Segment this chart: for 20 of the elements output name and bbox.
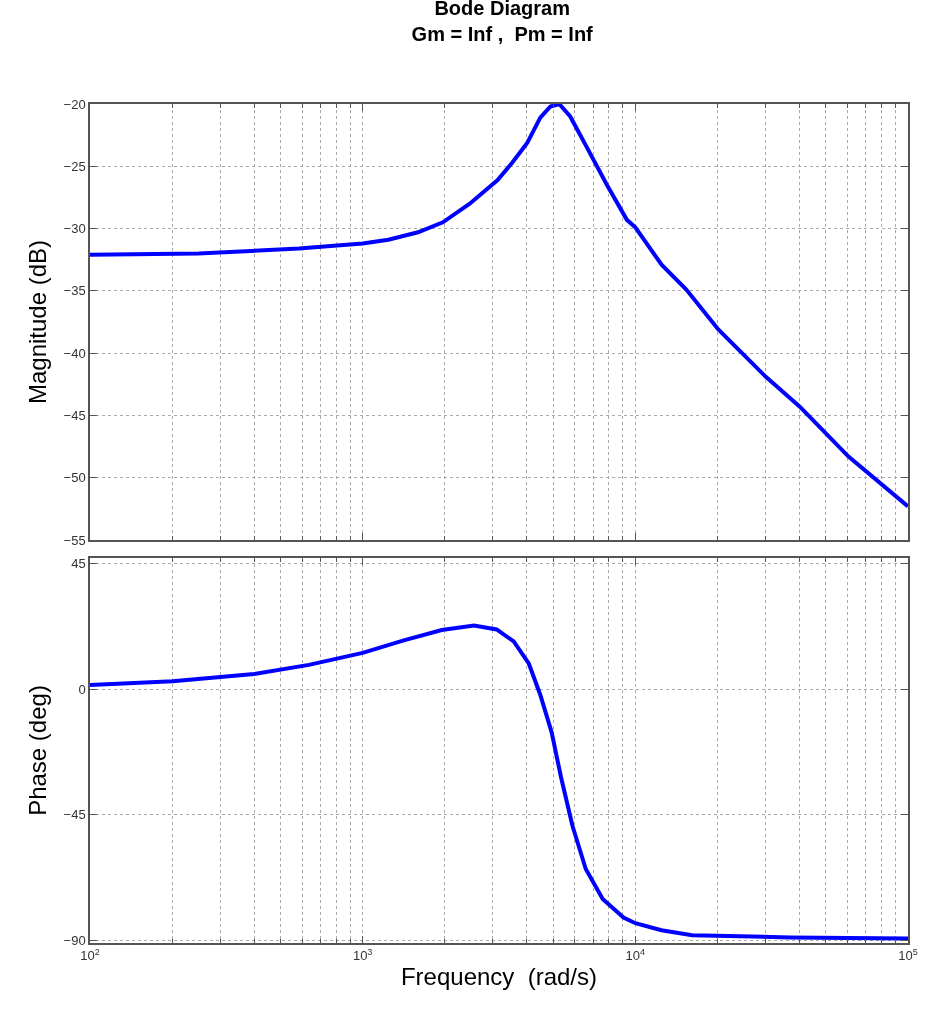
y-tick-label: −30 — [63, 221, 86, 237]
y-tick-label: −90 — [63, 932, 86, 948]
x-tick-label: 10$^{4}$ — [625, 946, 646, 964]
x-axis-title: Frequency (rad/s) — [400, 963, 598, 991]
chart-title: Bode Diagram Gm = Inf , Pm = Inf — [411, 0, 594, 46]
y-tick-label: −35 — [63, 283, 86, 299]
y-tick-label: −40 — [63, 345, 86, 361]
y-tick-label: −50 — [63, 470, 86, 486]
x-tick-label: 10$^{3}$ — [352, 946, 373, 964]
x-tick-label: 10$^{2}$ — [80, 946, 100, 964]
x-tick-label: 10$^{5}$ — [898, 946, 918, 964]
y-tick-label: 45 — [71, 556, 86, 572]
y-tick-label: −20 — [63, 96, 86, 112]
y-tick-label: −45 — [63, 807, 86, 823]
y-tick-label: −45 — [63, 407, 86, 423]
y-tick-label: −55 — [63, 532, 86, 548]
y-tick-label: 0 — [78, 681, 86, 697]
y-axis-title: Phase (deg) — [24, 685, 52, 816]
y-tick-label: −25 — [63, 158, 86, 174]
y-axis-title: Magnitude (dB) — [24, 239, 52, 405]
